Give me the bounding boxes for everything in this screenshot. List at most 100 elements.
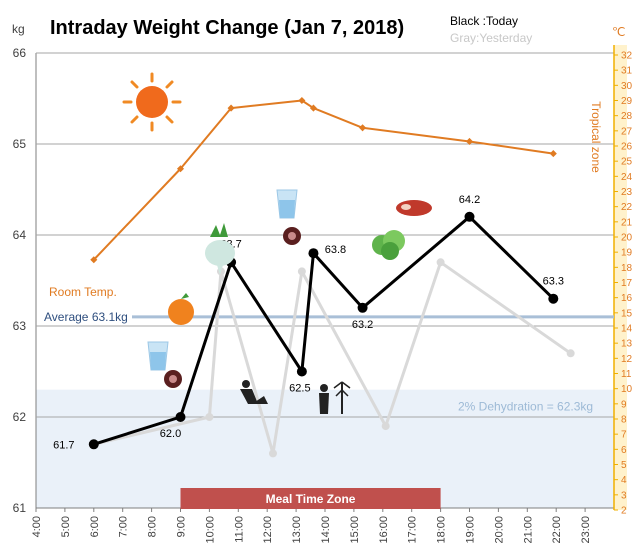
x-tick-label: 23:00 [580, 516, 592, 544]
room-temp-line [93, 99, 554, 261]
x-tick-label: 18:00 [436, 516, 448, 544]
room-temp-point [176, 165, 185, 173]
x-tick-label: 15:00 [349, 516, 361, 544]
y-left-tick-label: 63 [13, 319, 27, 333]
y-right-ticks: 2345678910111213141516171819202122232425… [614, 51, 633, 517]
meal-time-zone-bar [180, 488, 441, 509]
x-tick-label: 6:00 [89, 516, 101, 537]
y-right-tick-label: 16 [621, 293, 633, 304]
y-right-tick-label: 17 [621, 278, 633, 289]
orange-icon [168, 293, 194, 325]
room-temp-point [298, 96, 306, 105]
today-line [93, 215, 555, 446]
y-right-tick-label: 3 [621, 490, 627, 501]
x-tick-label: 9:00 [176, 516, 188, 537]
sweets-icon [164, 370, 182, 388]
y-right-tick-label: 7 [621, 430, 627, 441]
y-right-tick-label: 28 [621, 111, 633, 122]
y-right-tick-label: 31 [621, 66, 633, 77]
yesterday-line [93, 260, 572, 455]
y-right-tick-label: 32 [621, 51, 633, 62]
y-right-tick-label: 11 [621, 369, 632, 380]
meal-time-zone-label: Meal Time Zone [266, 492, 356, 506]
y-right-tick-label: 21 [621, 217, 633, 228]
today-data-label: 62.0 [160, 428, 181, 440]
today-point [464, 211, 475, 222]
today-data-label: 64.2 [459, 194, 480, 206]
yesterday-series [89, 258, 575, 458]
yesterday-point [381, 422, 390, 431]
meat-icon [396, 200, 432, 216]
y-left-tick-label: 61 [13, 501, 27, 515]
today-point [175, 412, 186, 422]
y-right-tick-label: 29 [621, 96, 633, 107]
y-right-unit: ℃ [612, 25, 625, 39]
y-left-tick-label: 65 [13, 137, 27, 151]
x-tick-label: 16:00 [378, 516, 390, 544]
dehydration-label: 2% Dehydration = 62.3kg [458, 400, 593, 414]
today-point [296, 366, 307, 377]
y-right-tick-label: 9 [621, 399, 627, 410]
yesterday-point [566, 349, 575, 358]
chart-title: Intraday Weight Change (Jan 7, 2018) [50, 17, 404, 39]
today-data-label: 63.2 [352, 319, 373, 331]
today-point [308, 248, 319, 259]
room-temp-point [309, 104, 317, 112]
today-point [548, 293, 559, 304]
x-tick-label: 7:00 [118, 516, 130, 537]
turnip-icon [205, 223, 235, 275]
sun-icon [122, 72, 182, 132]
today-series: 61.762.063.762.563.863.264.263.3 [53, 194, 564, 451]
x-tick-label: 13:00 [291, 516, 303, 544]
y-left-tick-label: 66 [13, 46, 27, 60]
average-label: Average 63.1kg [44, 310, 128, 324]
y-right-tick-label: 15 [621, 308, 633, 319]
x-tick-label: 12:00 [262, 516, 274, 544]
y-right-tick-label: 6 [621, 445, 627, 456]
y-right-tick-label: 25 [621, 157, 633, 168]
x-tick-label: 5:00 [60, 516, 72, 537]
y-right-tick-label: 20 [621, 233, 633, 244]
x-tick-label: 20:00 [493, 516, 505, 544]
y-right-tick-label: 4 [621, 475, 627, 486]
yesterday-point [297, 267, 306, 276]
today-data-label: 63.8 [325, 244, 346, 256]
x-tick-label: 4:00 [31, 516, 43, 537]
x-tick-label: 14:00 [320, 516, 332, 544]
room-temp-point [549, 150, 557, 158]
y-right-tick-label: 22 [621, 202, 633, 213]
today-data-label: 61.7 [53, 439, 74, 451]
yesterday-point [205, 413, 214, 421]
y-right-tick-label: 30 [621, 81, 633, 92]
y-right-tick-label: 13 [621, 339, 633, 350]
gardening-icon [240, 380, 268, 404]
gridlines [36, 52, 614, 418]
y-right-tick-label: 5 [621, 460, 627, 471]
y-right-tick-label: 19 [621, 248, 633, 259]
y-left-ticks: 61 62 63 64 65 66 [13, 46, 27, 515]
today-data-label: 63.3 [543, 276, 564, 288]
legend-yesterday: Gray:Yesterday [450, 31, 532, 45]
y-left-unit: kg [12, 22, 25, 36]
room-temp-point [90, 256, 98, 264]
lettuce-icon [372, 230, 405, 260]
legend-today: Black :Today [450, 14, 518, 28]
y-left-tick-label: 62 [13, 410, 27, 424]
y-right-tick-label: 2 [621, 506, 627, 517]
sweets-icon [283, 227, 301, 245]
room-temp-point [359, 124, 367, 132]
water-glass-icon [147, 341, 169, 371]
room-temp-label: Room Temp. [49, 285, 117, 299]
x-tick-label: 11:00 [233, 516, 245, 543]
today-data-label: 62.5 [289, 383, 310, 395]
y-right-tick-label: 24 [621, 172, 633, 183]
x-tick-label: 10:00 [204, 516, 216, 544]
y-right-tick-label: 14 [621, 324, 633, 335]
average-label-bg [40, 308, 132, 325]
water-glass-icon [276, 189, 298, 219]
y-right-tick-label: 23 [621, 187, 633, 198]
x-tick-label: 19:00 [465, 516, 477, 544]
y-right-tick-label: 10 [621, 384, 633, 395]
x-axis-ticks: 4:00 5:00 6:00 7:00 8:00 9:00 10:00 11:00 12:00 1… [31, 508, 592, 544]
